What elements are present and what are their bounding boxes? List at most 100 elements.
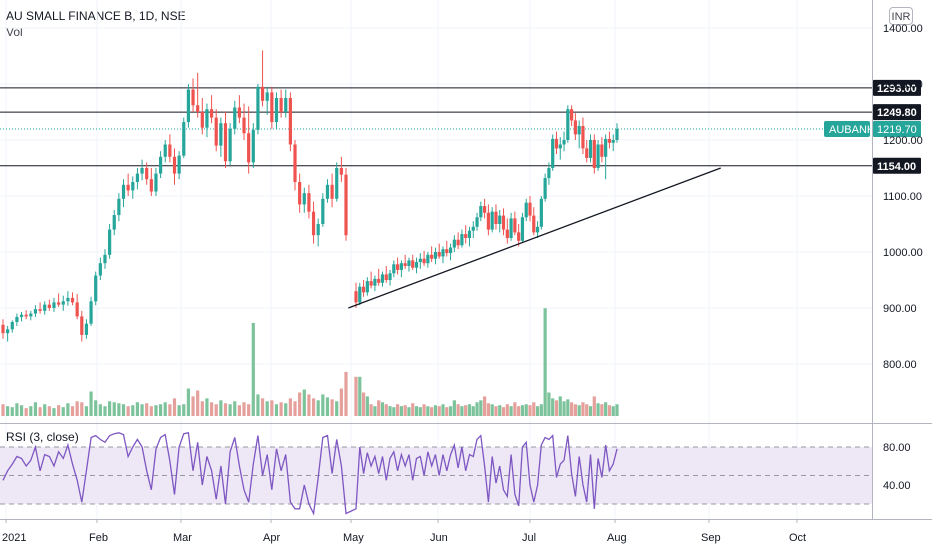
- volume-bar: [19, 405, 24, 416]
- candle-body: [392, 264, 396, 274]
- candle-body: [430, 254, 434, 259]
- candle-body: [384, 274, 388, 280]
- volume-bar: [509, 406, 513, 416]
- volume-bar: [543, 308, 547, 416]
- candle-body: [145, 168, 149, 180]
- currency-button[interactable]: INR: [889, 7, 913, 25]
- candle-body: [52, 302, 56, 308]
- candle-body: [242, 117, 246, 134]
- candle-body: [29, 313, 33, 317]
- volume-bar: [517, 406, 521, 416]
- candle-body: [177, 155, 181, 174]
- candle-body: [321, 198, 325, 224]
- volume-bar: [140, 404, 144, 416]
- volume-bar: [57, 405, 61, 416]
- volume-bar: [158, 404, 163, 416]
- volume-bar: [131, 405, 135, 416]
- candle-body: [433, 252, 438, 259]
- price-tick-label: 800.00: [883, 359, 917, 371]
- candle-body: [505, 229, 509, 238]
- candle-body: [182, 122, 186, 156]
- volume-bar: [577, 405, 581, 416]
- candle-body: [15, 316, 19, 322]
- candle-body: [373, 278, 377, 286]
- horizontal-level-tag: [873, 79, 921, 96]
- candle-body: [437, 252, 441, 257]
- volume-bar: [358, 376, 362, 416]
- volume-bar: [377, 400, 381, 416]
- volume-bar: [460, 406, 464, 416]
- candle-body: [551, 138, 555, 168]
- candle-body: [247, 133, 251, 163]
- volume-bar: [399, 406, 403, 416]
- candle-body: [330, 184, 334, 199]
- candle-body: [467, 230, 472, 238]
- candle-body: [112, 215, 116, 230]
- price-tick-label: 1100.00: [883, 191, 922, 203]
- volume-bar: [361, 392, 366, 416]
- volume-bar: [411, 403, 415, 416]
- symbol-tag-label: AUBANK: [829, 124, 875, 136]
- candle-body: [520, 217, 525, 241]
- volume-bar: [486, 403, 490, 416]
- volume-bar: [335, 401, 339, 416]
- candle-body: [607, 138, 612, 143]
- candle-body: [396, 264, 400, 270]
- volume-bar: [475, 402, 479, 416]
- candle-body: [464, 234, 468, 238]
- candle-body: [460, 234, 464, 246]
- candle-body: [251, 129, 255, 163]
- rsi-line: [2, 432, 618, 516]
- candle-body: [573, 120, 577, 135]
- volume-bar: [66, 403, 70, 416]
- volume-bar: [112, 402, 116, 416]
- candle-body: [293, 144, 297, 182]
- candle-body: [43, 304, 47, 311]
- volume-bar: [588, 406, 593, 416]
- volume-bar: [437, 406, 441, 416]
- time-tick-label: Jun: [430, 532, 448, 544]
- candle-body: [600, 144, 604, 157]
- candle-body: [186, 89, 191, 123]
- candle-body: [562, 140, 566, 145]
- candle-body: [592, 140, 596, 168]
- volume-bar: [441, 404, 445, 416]
- volume-bar: [89, 391, 93, 416]
- volume-bar: [448, 406, 453, 416]
- candle-body: [380, 274, 385, 283]
- volume-bar: [430, 407, 434, 416]
- candle-body: [260, 86, 265, 101]
- time-tick-label: 2021: [2, 532, 26, 544]
- candle-body: [24, 314, 28, 317]
- volume-bar: [344, 371, 348, 416]
- candle-body: [154, 173, 158, 192]
- candle-body: [19, 314, 24, 317]
- volume-bar: [172, 398, 177, 416]
- horizontal-levels[interactable]: 1293.00 1249.80 1154.00 AUBANK 1219.70: [0, 79, 921, 174]
- candle-body: [279, 98, 283, 112]
- candle-body: [399, 263, 403, 270]
- candle-body: [361, 286, 366, 293]
- volume-bar: [196, 390, 200, 416]
- candle-body: [344, 174, 348, 236]
- candle-body: [517, 232, 521, 241]
- trendline[interactable]: [348, 167, 721, 309]
- volume-bar: [265, 401, 269, 416]
- volume-bar: [284, 403, 288, 416]
- candle-body: [585, 148, 589, 158]
- candle-body: [377, 278, 381, 283]
- volume-bar: [84, 406, 89, 416]
- volume-bar: [33, 402, 38, 416]
- candle-body: [483, 206, 487, 213]
- volume-bar: [103, 406, 107, 416]
- candle-body: [89, 301, 93, 324]
- last-price-label: 1219.70: [877, 124, 917, 136]
- candle-body: [358, 286, 362, 303]
- volume-bar: [600, 404, 604, 416]
- volume-bar: [274, 404, 279, 416]
- trendline-segment: [348, 167, 721, 309]
- candle-body: [411, 260, 415, 268]
- volume-bar: [615, 404, 619, 416]
- volume-bar: [228, 404, 232, 416]
